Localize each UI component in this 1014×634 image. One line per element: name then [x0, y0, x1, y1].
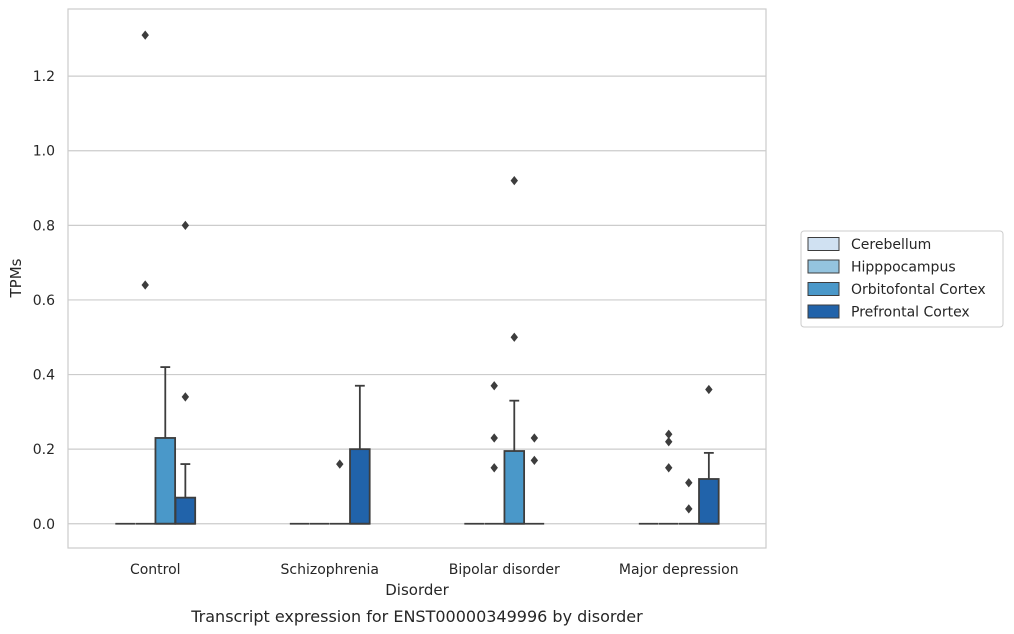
- outlier-point: [336, 459, 344, 469]
- box-hipppocampus-major-depression: [658, 429, 679, 525]
- outlier-point: [510, 175, 518, 186]
- legend-label: Prefrontal Cortex: [851, 305, 970, 321]
- box-orbitofontal-cortex-bipolar-disorder: [503, 175, 526, 525]
- y-tick-label: 0.0: [33, 517, 55, 533]
- box-body: [174, 496, 197, 525]
- legend-item: Hipppocampus: [807, 259, 956, 276]
- legend-frame: [800, 230, 1004, 328]
- legend-swatch: [807, 237, 840, 251]
- outlier-point: [685, 478, 693, 488]
- box-hipppocampus-bipolar-disorder: [484, 381, 505, 525]
- outlier-point: [490, 433, 498, 443]
- outlier-point: [510, 332, 518, 342]
- legend-swatch: [807, 259, 840, 274]
- box-body: [698, 478, 720, 525]
- legend-swatch: [807, 304, 840, 319]
- outlier-point: [665, 437, 673, 447]
- legend: Cerebellum Hipppocampus Orbitofontal Corte…: [800, 230, 1004, 328]
- x-tick-label: Control: [130, 562, 181, 578]
- outlier-point: [141, 280, 149, 290]
- box-series-layer: [115, 30, 720, 525]
- outlier-point: [530, 433, 539, 443]
- outlier-point: [705, 384, 713, 395]
- x-tick-labels: Control Schizophrenia Bipolar disorder Majo…: [130, 562, 739, 578]
- outlier-point: [685, 504, 693, 514]
- y-tick-label: 1.0: [33, 144, 55, 160]
- box-orbitofontal-cortex-schizophrenia: [329, 459, 350, 525]
- box-orbitofontal-cortex-major-depression: [678, 478, 699, 525]
- legend-item: Orbitofontal Cortex: [807, 282, 986, 298]
- legend-item: Prefrontal Cortex: [807, 304, 970, 321]
- box-body: [503, 450, 526, 525]
- outlier-point: [530, 455, 539, 465]
- legend-item: Cerebellum: [807, 237, 931, 253]
- outlier-point: [141, 30, 149, 40]
- box-body: [154, 437, 177, 525]
- x-axis-label: Disorder: [385, 581, 449, 599]
- y-tick-labels: 0.0 0.2 0.4 0.6 0.8 1.0 1.2: [33, 69, 55, 533]
- plot-area-frame: [67, 8, 767, 549]
- box-body: [349, 448, 371, 525]
- outlier-point: [181, 392, 190, 402]
- y-tick-label: 0.6: [33, 293, 55, 309]
- box-hipppocampus-control: [135, 30, 156, 525]
- outlier-point: [181, 220, 190, 230]
- box-prefrontal-cortex-bipolar-disorder: [524, 433, 545, 525]
- outlier-point: [665, 463, 673, 473]
- y-axis-label: TPMs: [7, 258, 25, 298]
- box-orbitofontal-cortex-control: [154, 366, 177, 525]
- box-prefrontal-cortex-major-depression: [698, 384, 720, 525]
- legend-label: Orbitofontal Cortex: [851, 282, 986, 298]
- outlier-point: [490, 463, 498, 473]
- y-tick-label: 1.2: [33, 69, 55, 85]
- outlier-point: [665, 429, 673, 439]
- y-tick-label: 0.2: [33, 442, 55, 458]
- legend-label: Hipppocampus: [851, 260, 956, 276]
- x-tick-label: Bipolar disorder: [449, 562, 560, 578]
- x-tick-label: Major depression: [619, 562, 739, 578]
- y-tick-label: 0.8: [33, 218, 55, 234]
- legend-label: Cerebellum: [851, 237, 931, 253]
- chart-caption: Transcript expression for ENST0000034999…: [190, 607, 643, 626]
- box-prefrontal-cortex-control: [174, 220, 197, 525]
- box-prefrontal-cortex-schizophrenia: [349, 384, 371, 525]
- legend-swatch: [807, 282, 840, 296]
- x-tick-label: Schizophrenia: [281, 562, 379, 578]
- outlier-point: [490, 381, 498, 391]
- y-tick-label: 0.4: [33, 368, 55, 384]
